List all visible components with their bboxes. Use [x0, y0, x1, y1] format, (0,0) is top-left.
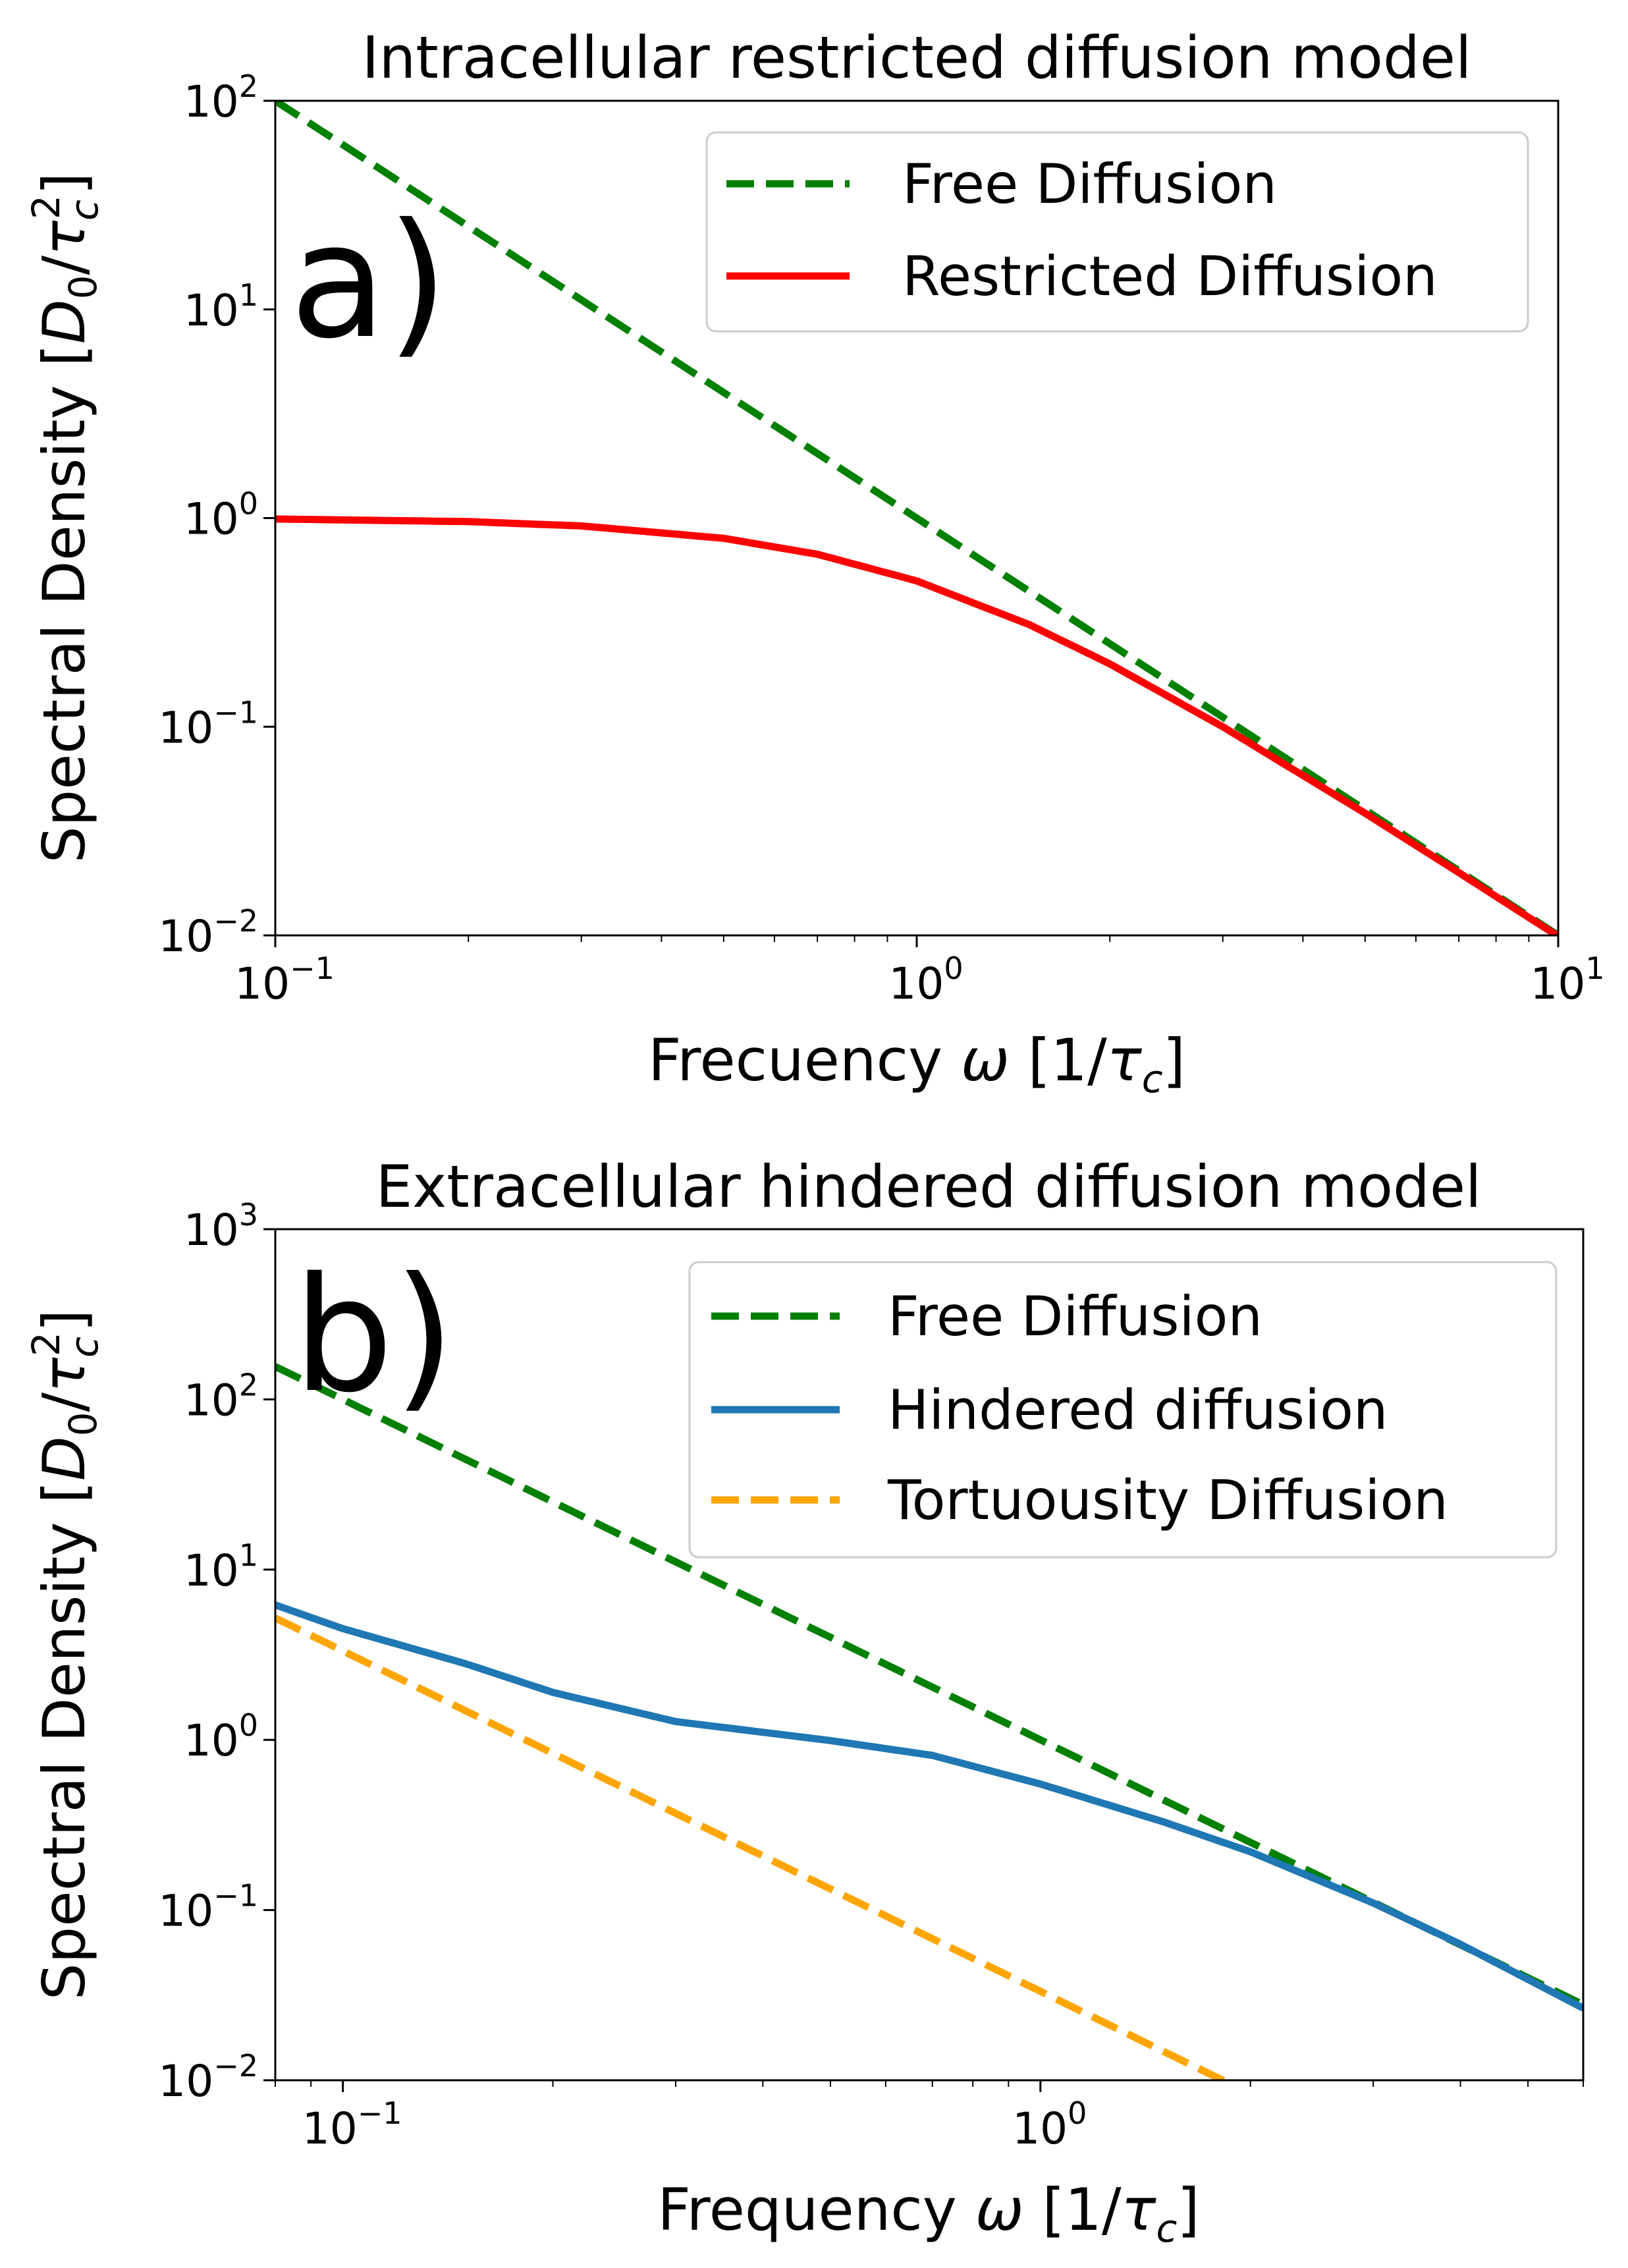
y-axis-label-a: Spectral Density [D0/τc2] [24, 173, 107, 864]
legend-label-a-free-diffusion: Free Diffusion [902, 152, 1277, 216]
y-tick-label-a-4: 102 [184, 69, 258, 127]
panel-label-a: a) [290, 189, 448, 373]
y-tick-label-a-3: 101 [184, 277, 258, 336]
panel-b: 10−1 100 10−2 10−1 100 101 102 103 Extracellula… [24, 1153, 1585, 2251]
axes-frame-b [274, 1228, 1585, 2082]
legend-label-a-restricted-diffusion: Restricted Diffusion [902, 244, 1438, 308]
y-tick-label-a-2: 100 [184, 486, 258, 545]
y-tick-label-a-0: 10−2 [158, 903, 258, 962]
x-tick-label-a-2: 101 [1530, 951, 1604, 1009]
y-axis-label-b: Spectral Density [D0/τc2] [24, 1310, 107, 2001]
legend-label-b-tortuousity-diffusion: Tortuousity Diffusion [887, 1468, 1448, 1532]
y-tick-label-a-1: 10−1 [158, 694, 258, 753]
x-tick-label-b-1: 100 [1012, 2095, 1087, 2154]
legend-label-b-hindered-diffusion: Hindered diffusion [888, 1378, 1388, 1442]
legend-box-a [705, 131, 1529, 333]
y-tick-label-b-5: 103 [184, 1197, 258, 1256]
x-axis-label-a: Frecuency ω [1/τc] [648, 1026, 1185, 1101]
panel-label-b: b) [293, 1243, 455, 1427]
x-axis-label-b: Frequency ω [1/τc] [657, 2176, 1199, 2251]
chart-title-b: Extracellular hindered diffusion model [376, 1153, 1482, 1221]
chart-title-a: Intracellular restricted diffusion model [362, 24, 1472, 92]
series-line-b-hindered-diffusion [275, 1601, 1583, 2012]
legend-box-b [688, 1261, 1558, 1559]
y-tick-label-b-0: 10−2 [158, 2048, 258, 2107]
y-tick-label-b-1: 10−1 [158, 1878, 258, 1937]
x-tick-label-a-0: 10−1 [234, 951, 335, 1009]
y-tick-label-b-2: 100 [184, 1707, 258, 1766]
series-line-b-tortuousity-diffusion [275, 1615, 1232, 2080]
y-tick-label-b-4: 102 [184, 1367, 258, 1425]
y-tick-label-b-3: 101 [184, 1537, 258, 1596]
x-tick-label-a-1: 100 [888, 951, 963, 1009]
x-tick-label-b-0: 10−1 [302, 2095, 402, 2154]
series-line-a-free-diffusion [275, 101, 1558, 935]
legend-a: Free Diffusion Restricted Diffusion [705, 131, 1529, 333]
series-line-a-restricted-diffusion [275, 515, 1558, 935]
legend-b: Free Diffusion Hindered diffusion Tortuous… [688, 1261, 1558, 1559]
legend-label-b-free-diffusion: Free Diffusion [888, 1285, 1262, 1348]
